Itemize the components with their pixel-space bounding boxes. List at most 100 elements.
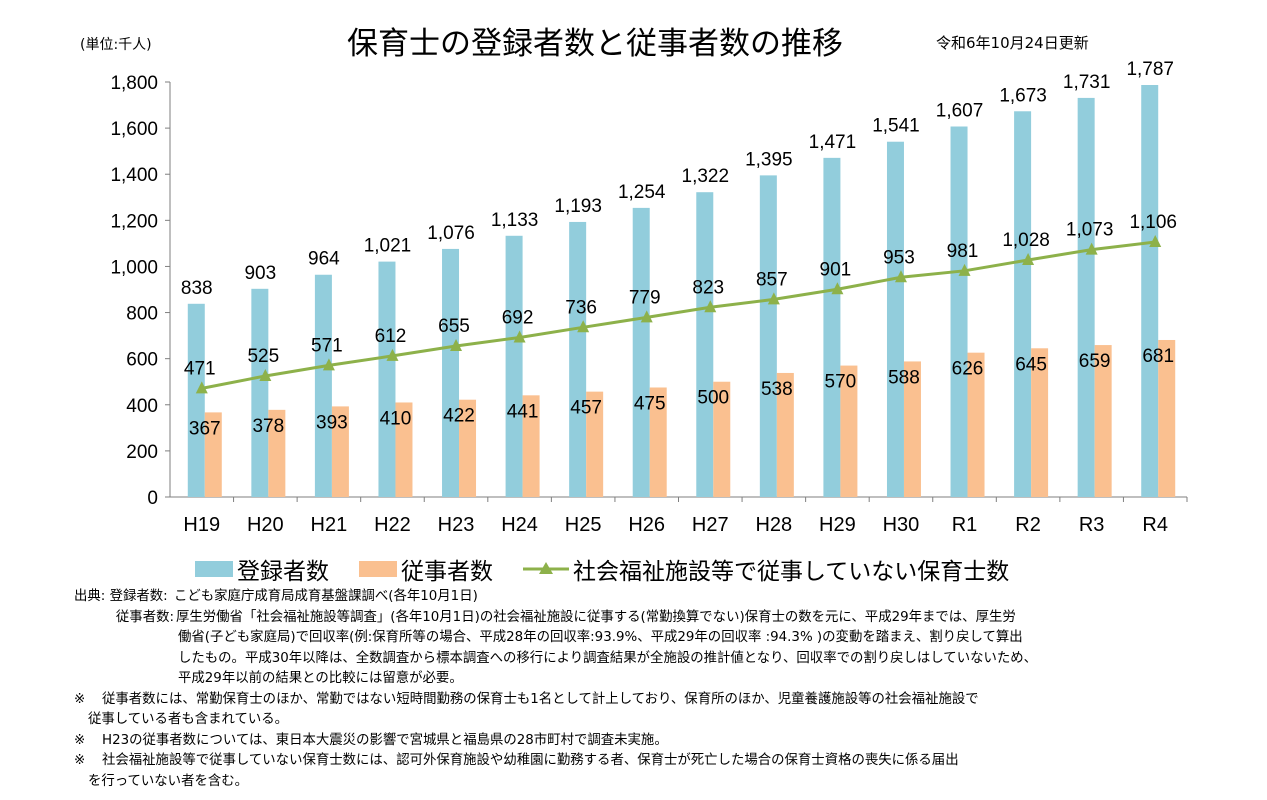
- legend-label-employed: 従事者数: [401, 559, 493, 585]
- employed-line-3: したもの。平成30年以降は、全数調査から標本調査への移行により調査結果が全施設の…: [178, 650, 1038, 666]
- label-line: 953: [883, 247, 915, 268]
- label-registered: 1,787: [1126, 59, 1174, 80]
- bar-employed: [903, 361, 921, 497]
- bar-employed: [522, 395, 540, 497]
- note3-line-1: 社会福祉施設等で従事していない保育士数には、認可外保育施設や幼稚園に勤務する者、…: [102, 753, 959, 768]
- legend: 登録者数 従事者数 社会福祉施設等で従事していない保育士数: [195, 552, 1039, 586]
- bar-registered: [886, 141, 904, 498]
- line-marker: [767, 292, 780, 305]
- legend-swatch-employed: [359, 561, 397, 577]
- label-registered: 1,731: [1063, 72, 1111, 93]
- label-employed: 588: [888, 367, 920, 388]
- updated-date: 令和6年10月24日更新: [936, 34, 1089, 52]
- x-tick-label: H28: [755, 514, 792, 536]
- label-employed: 393: [316, 412, 348, 433]
- employed-line-4: 平成29年以前の結果との比較には留意が必要。: [178, 671, 463, 686]
- registered-source: こども家庭庁成育局成育基盤課調べ(各年10月1日): [174, 589, 478, 604]
- label-employed: 422: [443, 406, 475, 427]
- line-marker: [831, 282, 844, 295]
- label-line: 692: [502, 307, 534, 328]
- bar-employed: [776, 372, 794, 497]
- line-marker: [1149, 235, 1162, 248]
- bar-registered: [632, 207, 650, 497]
- label-line: 981: [947, 241, 979, 262]
- x-tick-label: H29: [819, 514, 856, 536]
- unit-label: (単位:千人): [80, 37, 152, 53]
- line-marker: [704, 300, 717, 313]
- x-tick-label: H30: [883, 514, 920, 536]
- bar-registered: [187, 303, 205, 497]
- bar-registered: [378, 261, 396, 497]
- label-line: 1,028: [1002, 230, 1050, 251]
- y-tick-label: 0: [147, 488, 158, 509]
- line-marker: [958, 263, 971, 276]
- legend-item-line: 社会福祉施設等で従事していない保育士数: [523, 552, 1009, 586]
- label-registered: 1,322: [682, 166, 730, 187]
- line-marker: [894, 270, 907, 283]
- label-line: 471: [184, 358, 216, 379]
- x-tick-label: R3: [1079, 514, 1105, 536]
- label-employed: 441: [507, 401, 539, 422]
- bar-registered: [950, 126, 968, 497]
- label-line: 655: [438, 316, 470, 337]
- legend-item-employed: 従事者数: [359, 552, 493, 586]
- bar-employed: [967, 352, 985, 497]
- y-tick-label: 1,000: [110, 257, 158, 278]
- legend-label-registered: 登録者数: [237, 559, 329, 585]
- label-line: 901: [820, 259, 852, 280]
- line-marker: [513, 330, 526, 343]
- bar-employed: [268, 409, 286, 497]
- y-tick-label: 800: [126, 304, 158, 325]
- y-tick-label: 1,600: [110, 119, 158, 140]
- y-tick-label: 600: [126, 350, 158, 371]
- label-registered: 1,021: [364, 236, 412, 257]
- x-tick-label: H21: [311, 514, 348, 536]
- bar-registered: [569, 221, 587, 498]
- label-registered: 1,673: [999, 85, 1047, 106]
- note1-line-1: 従事者数には、常勤保育士のほか、常勤ではない短時間勤務の保育士も1名として計上し…: [102, 691, 979, 707]
- label-registered: 903: [244, 263, 276, 284]
- source-notes: 出典: 登録者数: こども家庭庁成育局成育基盤課調べ(各年10月1日) 従事者数…: [74, 587, 1254, 792]
- x-tick-label: H24: [501, 514, 538, 536]
- label-registered: 964: [308, 249, 340, 270]
- label-employed: 570: [825, 372, 857, 393]
- label-employed: 378: [252, 416, 284, 437]
- label-registered: 1,395: [745, 149, 793, 170]
- label-employed: 626: [952, 359, 984, 380]
- bar-employed: [1094, 345, 1112, 497]
- note-mark: ※: [74, 691, 86, 707]
- label-registered: 1,133: [491, 210, 539, 231]
- legend-swatch-line: [523, 562, 569, 574]
- legend-label-line: 社会福祉施設等で従事していない保育士数: [573, 559, 1010, 585]
- label-line: 736: [565, 297, 597, 318]
- bar-registered: [442, 248, 460, 497]
- line-marker: [195, 381, 208, 394]
- y-tick-label: 1,800: [110, 73, 158, 94]
- y-tick-label: 1,400: [110, 165, 158, 186]
- bar-registered: [1014, 111, 1032, 498]
- label-line: 571: [311, 335, 343, 356]
- x-tick-label: H23: [438, 514, 475, 536]
- label-employed: 367: [189, 418, 221, 439]
- bar-employed: [1158, 339, 1176, 497]
- line-marker: [577, 320, 590, 333]
- label-registered: 1,541: [872, 116, 920, 137]
- y-tick-label: 200: [126, 442, 158, 463]
- line-marker: [322, 358, 335, 371]
- x-tick-label: R4: [1142, 514, 1168, 536]
- bar-employed: [649, 387, 667, 497]
- y-tick-label: 400: [126, 396, 158, 417]
- x-tick-label: H22: [374, 514, 411, 536]
- chart-area: 0 200 400 600 800 1,000 1,200 1,400 1,600 1,800 H1…: [110, 59, 1188, 536]
- bar-employed: [713, 381, 731, 497]
- label-employed: 681: [1142, 346, 1174, 367]
- x-tick-label: H25: [565, 514, 602, 536]
- label-registered: 838: [181, 278, 213, 299]
- x-tick-label: H19: [183, 514, 220, 536]
- label-registered: 1,471: [809, 132, 857, 153]
- label-line: 1,073: [1066, 220, 1114, 241]
- x-tick-label: R1: [952, 514, 978, 536]
- line-marker: [450, 338, 463, 351]
- bar-employed: [204, 412, 222, 497]
- label-line: 1,106: [1129, 212, 1177, 233]
